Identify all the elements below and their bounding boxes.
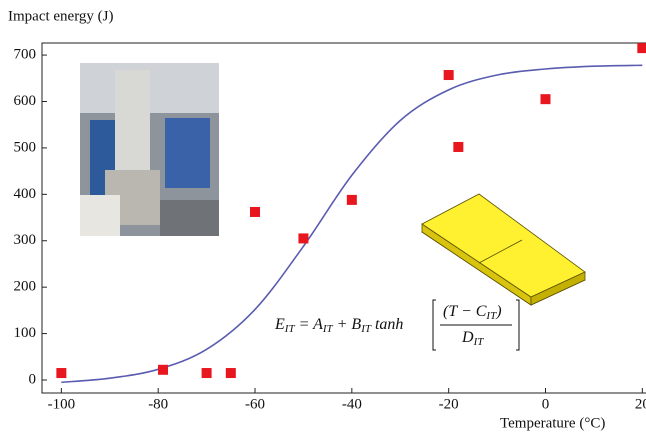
data-point — [201, 368, 212, 379]
y-tick-label: 200 — [14, 279, 37, 295]
y-tick-label: 600 — [14, 93, 37, 109]
y-tick-label: 300 — [14, 232, 37, 248]
equation-text: EIT = AIT + BIT tanh — [274, 316, 403, 335]
x-tick-label: -100 — [48, 396, 76, 412]
data-point — [250, 206, 261, 217]
y-tick-label: 100 — [14, 325, 37, 341]
y-tick-label: 700 — [14, 47, 37, 63]
x-tick-label: -60 — [245, 396, 265, 412]
data-point — [443, 70, 454, 81]
equation-part: + B — [333, 316, 362, 333]
equation-part: = A — [295, 316, 324, 333]
data-point — [225, 368, 236, 379]
equation-part: D — [461, 329, 474, 346]
subscript: IT — [473, 336, 485, 348]
y-tick-label: 500 — [14, 139, 37, 155]
equation-text: (T − CIT) — [443, 303, 502, 322]
equation-part: (T − C — [443, 303, 487, 320]
x-axis-label: Temperature (°C) — [500, 415, 605, 431]
data-point — [453, 141, 464, 152]
x-tick-label: 20 — [635, 396, 646, 412]
data-point — [540, 94, 551, 105]
x-tick-label: -40 — [342, 396, 362, 412]
y-axis-label: Impact energy (J) — [8, 8, 114, 24]
x-tick-label: 0 — [542, 396, 550, 412]
plot-frame — [41, 42, 646, 394]
bracket — [432, 299, 520, 351]
equation: EIT = AIT + BIT tanh(T − CIT)DIT — [274, 299, 520, 351]
x-tick-label: -80 — [148, 396, 168, 412]
equation-part: ) — [495, 303, 501, 320]
lab-photo — [80, 63, 219, 236]
data-point — [298, 233, 309, 244]
subscript: IT — [485, 310, 497, 322]
equation-part: E — [274, 316, 285, 333]
x-tick-label: -20 — [439, 396, 459, 412]
data-point — [346, 194, 357, 205]
subscript: IT — [322, 323, 334, 335]
subscript: IT — [284, 323, 296, 335]
data-point — [56, 368, 67, 379]
specimen-icon — [421, 193, 586, 306]
subscript: IT — [360, 323, 372, 335]
y-tick-label: 0 — [29, 371, 37, 387]
equation-text: DIT — [461, 329, 484, 348]
y-tick-label: 400 — [14, 186, 37, 202]
equation-part: tanh — [371, 316, 403, 333]
data-point — [158, 364, 169, 375]
data-point — [637, 43, 646, 54]
